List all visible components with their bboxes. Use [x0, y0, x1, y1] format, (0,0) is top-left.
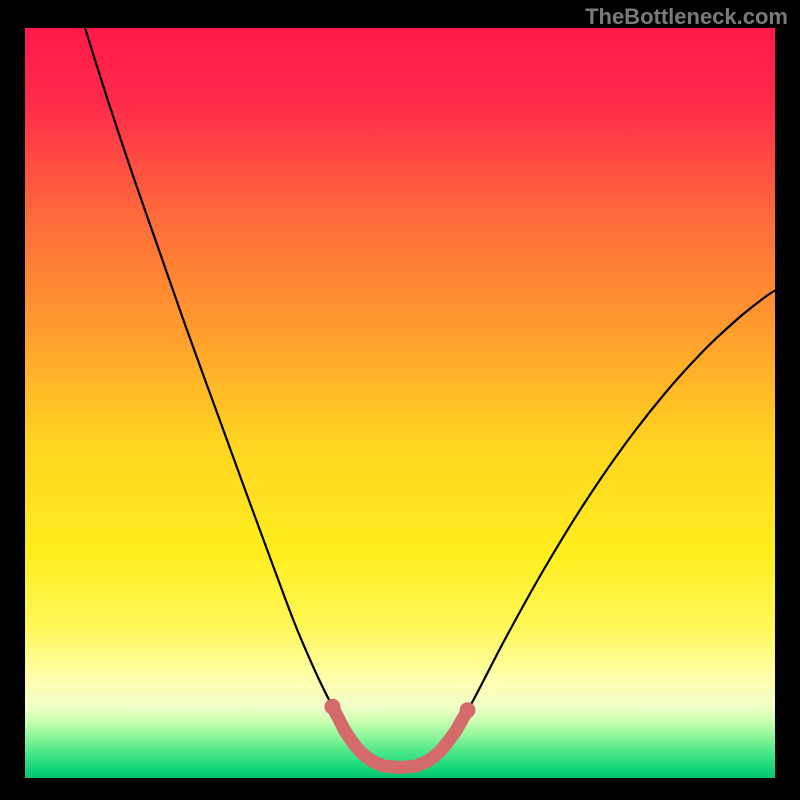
watermark-text: TheBottleneck.com: [585, 4, 788, 30]
highlight-start-knob: [325, 699, 341, 715]
plot-svg: [25, 28, 775, 778]
canvas: TheBottleneck.com: [0, 0, 800, 800]
plot-background: [25, 28, 775, 778]
highlight-end-knob: [460, 702, 476, 718]
